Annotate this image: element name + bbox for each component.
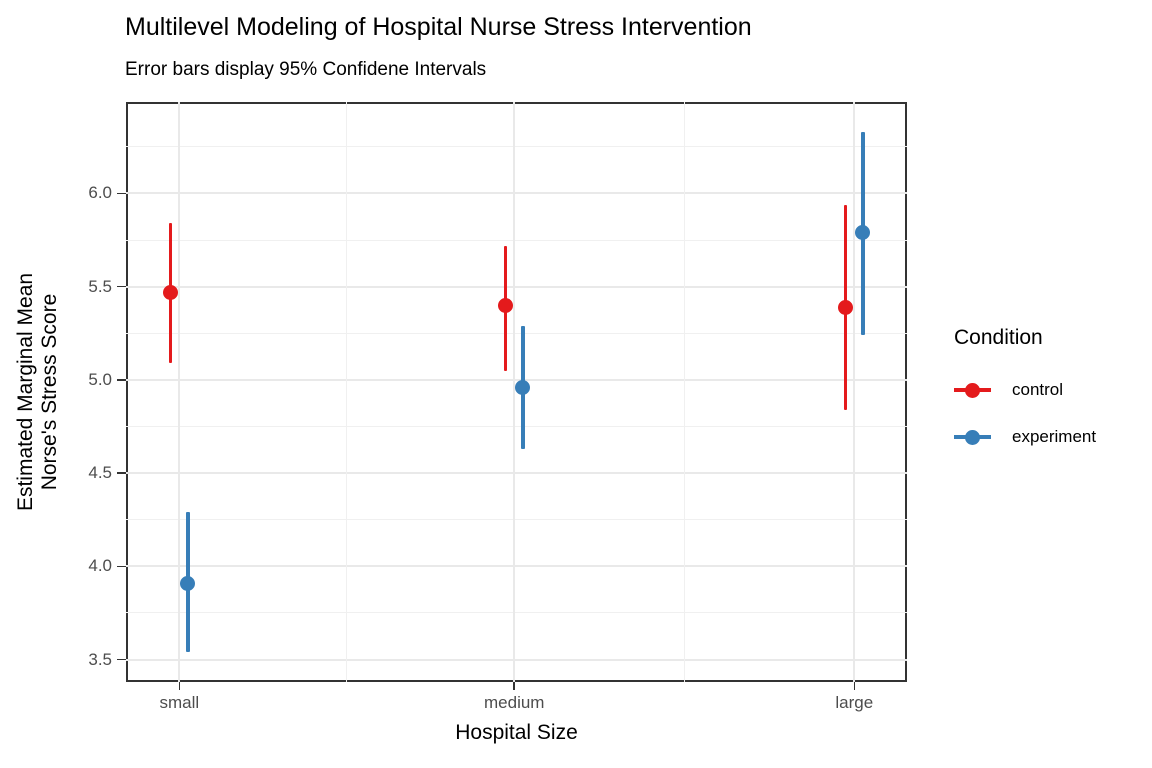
gridline-major-y — [126, 658, 907, 661]
plot-title: Multilevel Modeling of Hospital Nurse St… — [125, 13, 752, 41]
x-tick-label: medium — [484, 693, 545, 712]
x-axis-title: Hospital Size — [455, 721, 578, 744]
y-tick — [117, 379, 126, 381]
y-tick-label: 5.5 — [88, 276, 112, 296]
gridline-minor-x — [683, 102, 685, 682]
gridline-major-y — [126, 378, 907, 381]
gridline-major-y — [126, 472, 907, 475]
y-axis-title-line1: Estimated Marginal Mean — [14, 272, 37, 512]
gridline-minor-x — [346, 102, 348, 682]
gridline-minor-y — [126, 239, 907, 241]
y-axis-title: Estimated Marginal Mean Norse's Stress S… — [14, 273, 62, 511]
x-tick — [853, 682, 856, 690]
gridline-major-x — [853, 102, 856, 682]
gridline-minor-y — [126, 426, 907, 427]
legend-label-control: control — [1012, 380, 1064, 399]
point-control-medium — [498, 297, 514, 313]
y-tick-label: 6.0 — [88, 183, 112, 203]
y-tick — [117, 472, 126, 474]
legend-key-dot-experiment — [965, 429, 980, 445]
gridline-major-y — [126, 285, 907, 288]
y-tick — [117, 565, 126, 568]
y-tick-label: 5.0 — [88, 369, 112, 389]
legend-title: Condition — [954, 326, 1043, 349]
y-tick — [117, 658, 126, 661]
y-tick-label: 4.5 — [88, 463, 112, 483]
pointrange-key-icon — [954, 376, 992, 404]
point-experiment-small — [180, 575, 196, 591]
gridline-minor-y — [126, 146, 907, 148]
y-axis-title-line2: Norse's Stress Score — [38, 293, 61, 491]
y-tick — [117, 192, 126, 195]
gridline-minor-y — [126, 612, 907, 614]
point-experiment-medium — [515, 379, 531, 395]
y-tick-label: 3.5 — [88, 649, 112, 669]
pointrange-key-icon — [954, 423, 992, 451]
point-control-small — [163, 284, 179, 300]
x-tick-label: large — [835, 693, 874, 712]
gridline-major-x — [513, 102, 516, 682]
legend-entry-control: control — [954, 376, 1063, 404]
gridline-major-y — [126, 192, 907, 195]
y-tick — [117, 285, 126, 288]
y-tick-label: 4.0 — [88, 556, 112, 576]
x-tick — [178, 682, 181, 690]
gridline-major-x — [178, 102, 181, 682]
plot-subtitle: Error bars display 95% Confidene Interva… — [125, 59, 487, 80]
legend-label-experiment: experiment — [1012, 427, 1097, 446]
legend: Condition control experiment — [954, 325, 1152, 446]
x-tick — [513, 682, 515, 690]
point-control-large — [838, 299, 854, 315]
gridline-major-y — [126, 565, 907, 568]
gridline-minor-y — [126, 519, 907, 521]
legend-key-dot-control — [965, 382, 980, 398]
legend-entry-experiment: experiment — [954, 423, 1096, 451]
point-experiment-large — [855, 225, 871, 241]
gridline-minor-y — [126, 332, 907, 334]
x-tick-label: small — [159, 693, 200, 712]
